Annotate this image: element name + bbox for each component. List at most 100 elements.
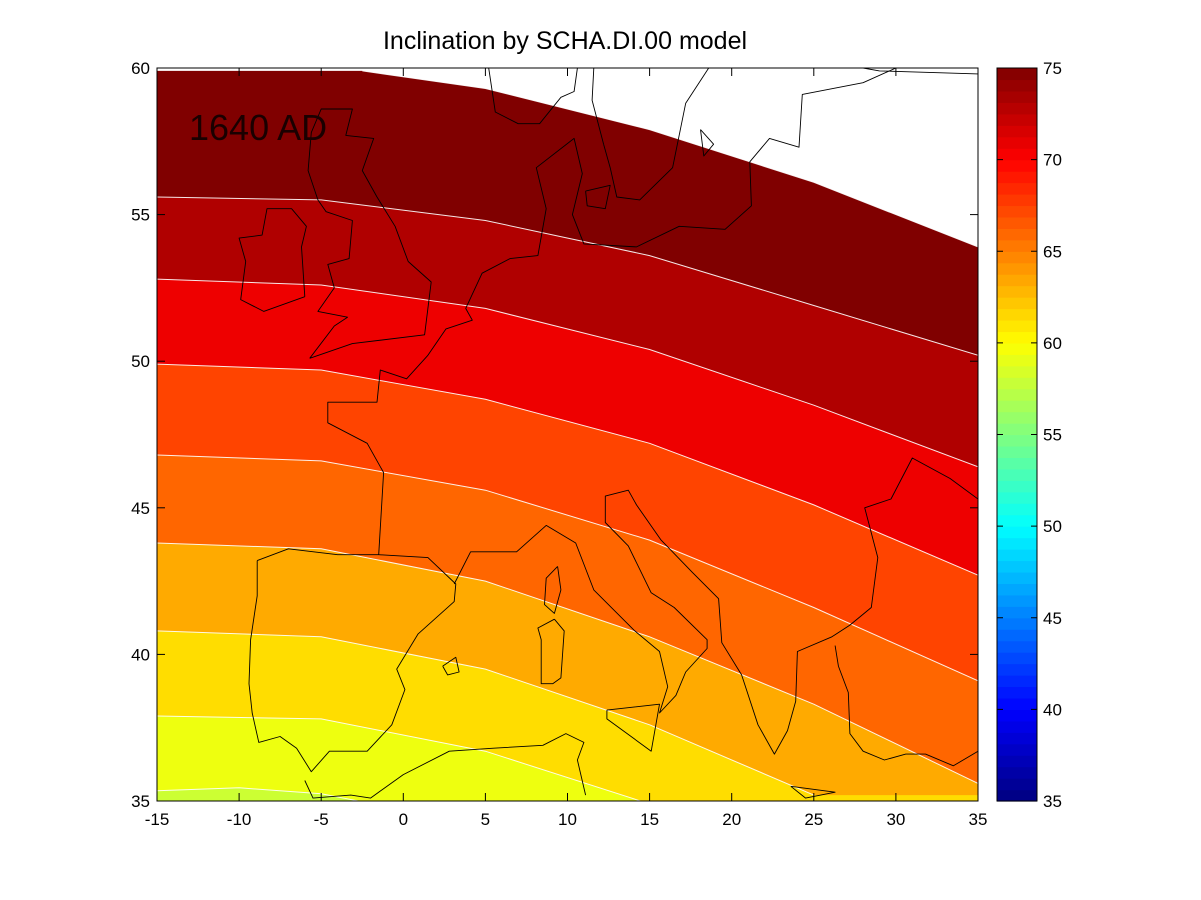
colorbar-swatch [997, 766, 1037, 779]
colorbar-swatch [997, 354, 1037, 367]
colorbar-swatch [997, 594, 1037, 607]
colorbar-swatch [997, 709, 1037, 722]
contour-line [157, 715, 643, 801]
x-axis: -15 -10 -5 0 5 10 15 20 25 30 35 [145, 68, 988, 829]
colorbar-swatch [997, 308, 1037, 321]
coastline-crete [790, 785, 836, 799]
colorbar-tick-label: 55 [1043, 426, 1062, 445]
x-tick-label: -5 [314, 810, 329, 829]
colorbar-swatch [997, 778, 1037, 791]
colorbar-swatch [997, 457, 1037, 470]
contour-line [157, 196, 978, 356]
coastline-france [327, 68, 897, 555]
coastline-ireland [238, 208, 307, 312]
colorbar-swatch [997, 686, 1037, 699]
colorbar-swatch [997, 468, 1037, 481]
coastline-corsica [544, 566, 562, 614]
x-tick-label: 15 [640, 810, 659, 829]
colorbar-swatch [997, 377, 1037, 390]
coastline-turkey [834, 645, 978, 767]
colorbar-swatch [997, 136, 1037, 149]
colorbar-swatch [997, 652, 1037, 665]
colorbar-tick-label: 45 [1043, 609, 1062, 628]
colorbar-swatch [997, 90, 1037, 103]
x-tick-label: -10 [227, 810, 252, 829]
plot-area [157, 68, 978, 801]
coastline-sicily [606, 703, 660, 752]
contour-line [157, 787, 362, 801]
colorbar-swatch [997, 434, 1037, 447]
colorbar-swatch [997, 319, 1037, 333]
contour-band [157, 787, 359, 801]
x-tick-label: 20 [722, 810, 741, 829]
colorbar-swatch [997, 480, 1037, 493]
coastline-baltic-east [863, 68, 978, 75]
colorbar-swatch [997, 228, 1037, 241]
colorbar-swatch [997, 79, 1037, 92]
contour-line [157, 454, 978, 682]
year-annotation: 1640 AD [189, 107, 327, 148]
colorbar-swatch [997, 148, 1037, 161]
colorbar-swatch [997, 697, 1037, 710]
colorbar-tick-label: 40 [1043, 700, 1062, 719]
colorbar-tick-label: 75 [1043, 59, 1062, 78]
contour-line [157, 630, 814, 796]
y-tick-label: 50 [131, 352, 150, 371]
colorbar-swatch [997, 342, 1037, 355]
colorbar-tick-label: 50 [1043, 517, 1062, 536]
coastline-iberia [248, 548, 457, 773]
colorbar-swatch [997, 606, 1037, 619]
x-tick-label: 30 [886, 810, 905, 829]
colorbar-swatch [997, 583, 1037, 596]
colorbar-swatch [997, 720, 1037, 733]
colorbar-tick-label: 70 [1043, 151, 1062, 170]
colorbar-swatch [997, 113, 1037, 126]
colorbar: 35 40 45 50 55 60 65 70 75 [996, 59, 1062, 811]
colorbar-swatch [997, 285, 1037, 298]
colorbar-swatch [997, 560, 1037, 573]
colorbar-tick-label: 60 [1043, 334, 1062, 353]
contour-lines [157, 70, 978, 801]
colorbar-swatch [997, 400, 1037, 413]
contour-line [157, 542, 978, 784]
colorbar-swatch [997, 68, 1037, 81]
x-tick-label: 25 [804, 810, 823, 829]
y-tick-label: 45 [131, 499, 150, 518]
x-tick-label: 35 [969, 810, 988, 829]
contour-bands [157, 70, 978, 801]
colorbar-swatch [997, 388, 1037, 401]
coastline-sweden [591, 68, 605, 145]
chart-title: Inclination by SCHA.DI.00 model [383, 27, 747, 55]
coastline-africa [304, 733, 587, 799]
contour-line [157, 278, 978, 468]
colorbar-swatch [997, 663, 1037, 676]
colorbar-swatch [997, 732, 1037, 745]
colorbar-swatch [997, 216, 1037, 229]
coastlines [238, 68, 978, 799]
colorbar-swatch [997, 549, 1037, 562]
coastline-great-britain [307, 108, 432, 359]
colorbar-swatch [997, 262, 1037, 275]
coastline-gotland [700, 129, 715, 157]
x-tick-label: 10 [558, 810, 577, 829]
colorbar-swatch [997, 102, 1037, 115]
colorbar-swatch [997, 193, 1037, 207]
y-tick-label: 35 [131, 792, 150, 811]
colorbar-swatch [997, 629, 1037, 642]
contour-line [157, 363, 978, 576]
colorbar-swatch [997, 205, 1037, 218]
colorbar-swatch [997, 743, 1037, 756]
colorbar-swatch [997, 274, 1037, 287]
coastline-sweden-east [603, 68, 710, 201]
colorbar-swatch [997, 125, 1037, 138]
colorbar-swatch [997, 251, 1037, 264]
colorbar-swatch [997, 526, 1037, 539]
colorbar-swatch [997, 411, 1037, 424]
colorbar-swatch [997, 503, 1037, 516]
colorbar-swatch [997, 571, 1037, 584]
y-tick-label: 55 [131, 206, 150, 225]
coastline-norway-tip [488, 68, 578, 125]
colorbar-swatch [997, 514, 1037, 527]
colorbar-swatch [997, 365, 1037, 378]
colorbar-swatch [997, 617, 1037, 630]
